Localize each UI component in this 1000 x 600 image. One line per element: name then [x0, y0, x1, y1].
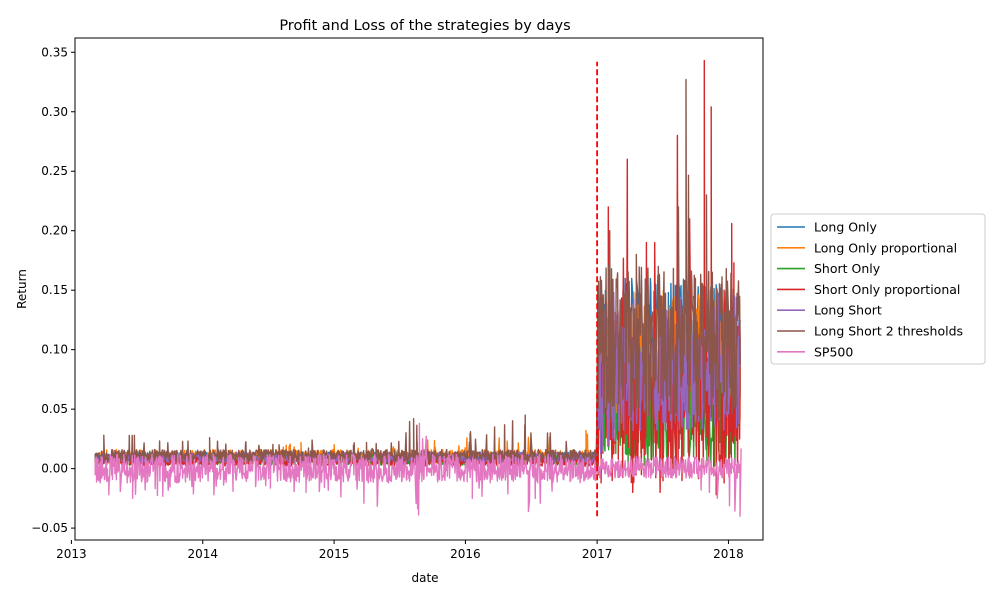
legend-frame	[770, 213, 986, 365]
x-tick-label: 2015	[319, 547, 350, 561]
plot-frame	[74, 37, 764, 541]
legend-label: SP500	[814, 344, 853, 359]
x-tick-label: 2017	[582, 547, 613, 561]
legend-label: Short Only	[814, 261, 881, 276]
plot-lines	[94, 59, 742, 517]
y-axis-label: Return	[15, 269, 29, 309]
legend: Long Only Long Only proportional Short Onl…	[770, 213, 986, 365]
legend-label: Long Only	[814, 220, 877, 235]
x-tick-label: 2013	[56, 547, 87, 561]
y-tick-label: 0.05	[41, 402, 68, 416]
y-tick-label: 0.20	[41, 224, 68, 238]
x-tick-label: 2014	[187, 547, 218, 561]
y-tick-label: 0.10	[41, 343, 68, 357]
y-tick-label: 0.25	[41, 164, 68, 178]
legend-label: Long Only proportional	[814, 240, 957, 255]
y-tick-label: 0.15	[41, 283, 68, 297]
x-axis: 2013 2014 2015 2016 2017 2018	[56, 540, 744, 561]
legend-label: Long Short	[814, 303, 882, 318]
x-tick-label: 2016	[450, 547, 481, 561]
y-tick-label: 0.35	[41, 45, 68, 59]
x-axis-label: date	[411, 571, 438, 585]
legend-label: Short Only proportional	[814, 282, 960, 297]
chart-title: Profit and Loss of the strategies by day…	[279, 18, 570, 34]
y-tick-label: −0.05	[31, 521, 68, 535]
y-tick-label: 0.00	[41, 462, 68, 476]
legend-label: Long Short 2 thresholds	[814, 324, 963, 339]
y-axis: −0.05 0.00 0.05 0.10 0.15 0.20 0.25 0.30 0.35	[31, 45, 75, 535]
x-tick-label: 2018	[713, 547, 744, 561]
y-tick-label: 0.30	[41, 105, 68, 119]
series-line-sp500	[94, 422, 742, 517]
